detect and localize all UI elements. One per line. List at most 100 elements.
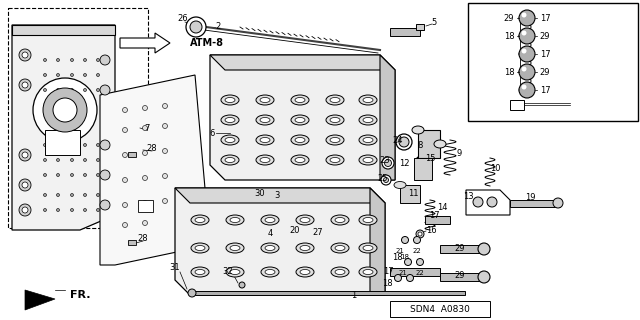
Bar — [390, 301, 490, 317]
Circle shape — [19, 179, 31, 191]
Text: 15: 15 — [425, 154, 435, 163]
Ellipse shape — [195, 245, 205, 251]
Circle shape — [83, 74, 86, 76]
Circle shape — [83, 59, 86, 61]
Ellipse shape — [260, 157, 270, 163]
Circle shape — [519, 82, 535, 98]
Ellipse shape — [359, 215, 377, 225]
Ellipse shape — [417, 259, 424, 266]
Ellipse shape — [335, 245, 345, 251]
Ellipse shape — [412, 126, 424, 134]
Ellipse shape — [331, 267, 349, 277]
Polygon shape — [120, 33, 170, 53]
Circle shape — [70, 89, 74, 92]
Text: 1: 1 — [351, 292, 356, 300]
Polygon shape — [370, 188, 385, 295]
Ellipse shape — [291, 95, 309, 105]
Ellipse shape — [256, 135, 274, 145]
Bar — [440, 245, 485, 253]
Circle shape — [97, 209, 99, 212]
Circle shape — [44, 194, 47, 196]
Circle shape — [143, 201, 147, 205]
Ellipse shape — [256, 95, 274, 105]
Circle shape — [33, 78, 97, 142]
Polygon shape — [25, 290, 55, 310]
Circle shape — [100, 55, 110, 65]
Circle shape — [56, 74, 60, 76]
Text: 26: 26 — [178, 13, 188, 22]
Circle shape — [522, 12, 527, 18]
Circle shape — [190, 21, 202, 33]
Circle shape — [19, 49, 31, 61]
Circle shape — [19, 79, 31, 91]
Ellipse shape — [335, 269, 345, 275]
Ellipse shape — [382, 157, 394, 169]
Ellipse shape — [295, 117, 305, 123]
Circle shape — [19, 204, 31, 216]
Ellipse shape — [330, 98, 340, 102]
Text: 10: 10 — [490, 164, 500, 172]
Circle shape — [553, 198, 563, 208]
Ellipse shape — [291, 115, 309, 125]
Text: 17: 17 — [383, 267, 394, 276]
Ellipse shape — [326, 115, 344, 125]
Ellipse shape — [225, 157, 235, 163]
Text: 20: 20 — [290, 226, 300, 235]
Bar — [414, 158, 432, 180]
Circle shape — [22, 52, 28, 58]
Ellipse shape — [404, 259, 412, 266]
Ellipse shape — [230, 269, 240, 275]
Text: 22: 22 — [415, 270, 424, 276]
Circle shape — [22, 82, 28, 88]
Text: 29: 29 — [540, 31, 550, 41]
Ellipse shape — [359, 135, 377, 145]
Circle shape — [56, 209, 60, 212]
Ellipse shape — [394, 275, 401, 282]
Text: 21: 21 — [396, 248, 404, 254]
Polygon shape — [100, 75, 210, 265]
Circle shape — [188, 289, 196, 297]
Ellipse shape — [363, 138, 373, 142]
Text: 32: 32 — [223, 268, 234, 276]
Circle shape — [163, 103, 168, 108]
Ellipse shape — [363, 157, 373, 163]
Ellipse shape — [260, 138, 270, 142]
Circle shape — [97, 194, 99, 196]
Ellipse shape — [221, 95, 239, 105]
Circle shape — [122, 178, 127, 182]
Polygon shape — [380, 55, 395, 180]
Bar — [418, 130, 440, 158]
Ellipse shape — [260, 117, 270, 123]
Bar — [510, 100, 524, 110]
Polygon shape — [210, 55, 395, 70]
Ellipse shape — [226, 215, 244, 225]
Ellipse shape — [221, 115, 239, 125]
Bar — [128, 152, 136, 157]
Ellipse shape — [225, 98, 235, 102]
Ellipse shape — [195, 218, 205, 222]
Circle shape — [83, 143, 86, 147]
Circle shape — [163, 173, 168, 179]
Circle shape — [70, 209, 74, 212]
Circle shape — [519, 10, 535, 26]
Circle shape — [522, 49, 527, 53]
Ellipse shape — [296, 215, 314, 225]
Circle shape — [44, 158, 47, 162]
Text: 17: 17 — [429, 211, 439, 220]
Ellipse shape — [300, 269, 310, 275]
Ellipse shape — [326, 95, 344, 105]
Ellipse shape — [359, 243, 377, 253]
Ellipse shape — [363, 245, 373, 251]
Circle shape — [44, 209, 47, 212]
Text: 16: 16 — [426, 226, 436, 235]
Circle shape — [186, 17, 206, 37]
Ellipse shape — [416, 230, 424, 238]
Ellipse shape — [261, 267, 279, 277]
Circle shape — [22, 207, 28, 213]
Ellipse shape — [396, 134, 412, 150]
Polygon shape — [175, 188, 385, 203]
Text: 17: 17 — [540, 85, 550, 94]
Circle shape — [70, 158, 74, 162]
Circle shape — [83, 173, 86, 177]
Ellipse shape — [359, 115, 377, 125]
